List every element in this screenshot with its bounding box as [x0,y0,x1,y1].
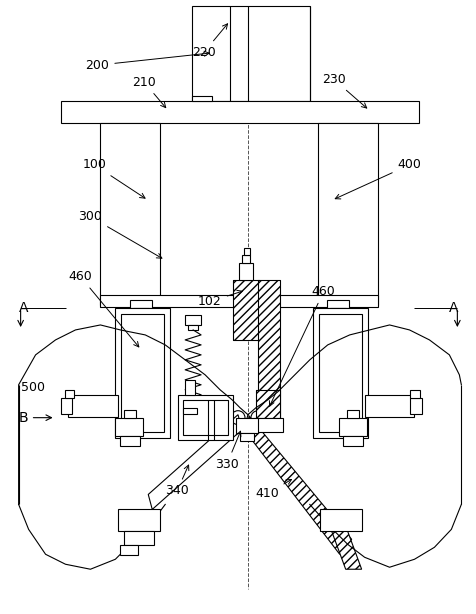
Text: 400: 400 [335,158,420,199]
Text: 210: 210 [132,76,165,107]
Bar [118,510,160,531]
Bar [130,400,152,408]
Bar [318,314,361,432]
Bar [64,390,74,398]
Bar [326,400,348,408]
Text: B: B [19,411,28,425]
Bar [115,418,143,435]
Bar [69,395,118,417]
Text: 200: 200 [85,51,209,72]
Polygon shape [243,414,351,554]
Bar [326,300,348,308]
Bar [183,400,228,435]
Text: 460: 460 [69,270,139,347]
Bar [133,308,149,316]
Text: 410: 410 [254,480,291,500]
Text: A: A [448,301,458,315]
Bar [185,315,201,325]
Bar [233,280,258,340]
Bar [60,101,418,123]
Bar [124,531,154,545]
Text: 340: 340 [165,465,188,497]
Bar [329,308,345,316]
Bar [256,390,279,418]
Bar [364,395,414,417]
Bar [185,380,195,395]
Bar [100,123,160,305]
Bar [252,418,282,432]
Bar [60,398,72,414]
Text: 100: 100 [82,158,145,198]
Bar [312,308,367,438]
Bar [178,395,233,440]
Bar [120,545,138,555]
Bar [243,248,249,255]
Bar [323,408,351,418]
Bar [236,418,258,433]
Bar [238,263,252,280]
Bar [120,435,140,446]
Bar [317,123,377,305]
Bar [183,408,197,414]
Text: A: A [19,301,28,315]
Bar [258,280,279,420]
Text: 330: 330 [215,431,240,470]
Bar [410,390,419,398]
Bar [192,6,309,101]
Text: 500: 500 [20,381,45,394]
Bar [124,410,136,418]
Bar [258,280,279,420]
Bar [188,325,198,330]
Bar [130,300,152,308]
Bar [256,390,279,418]
Polygon shape [148,414,241,510]
Bar [100,295,377,307]
Polygon shape [331,531,361,569]
Text: 230: 230 [321,72,366,108]
Bar [121,314,164,432]
Bar [185,400,201,410]
Bar [241,255,249,263]
Text: 220: 220 [192,24,227,59]
Text: 300: 300 [79,210,161,258]
Bar [342,435,362,446]
Bar [239,433,253,441]
Bar [233,280,258,340]
Bar [127,408,155,418]
Bar [192,96,212,101]
Bar [410,398,422,414]
Text: 460: 460 [269,285,335,406]
Bar [346,410,358,418]
Text: 102: 102 [198,290,242,308]
Bar [319,510,361,531]
Bar [115,308,170,438]
Bar [338,418,366,435]
